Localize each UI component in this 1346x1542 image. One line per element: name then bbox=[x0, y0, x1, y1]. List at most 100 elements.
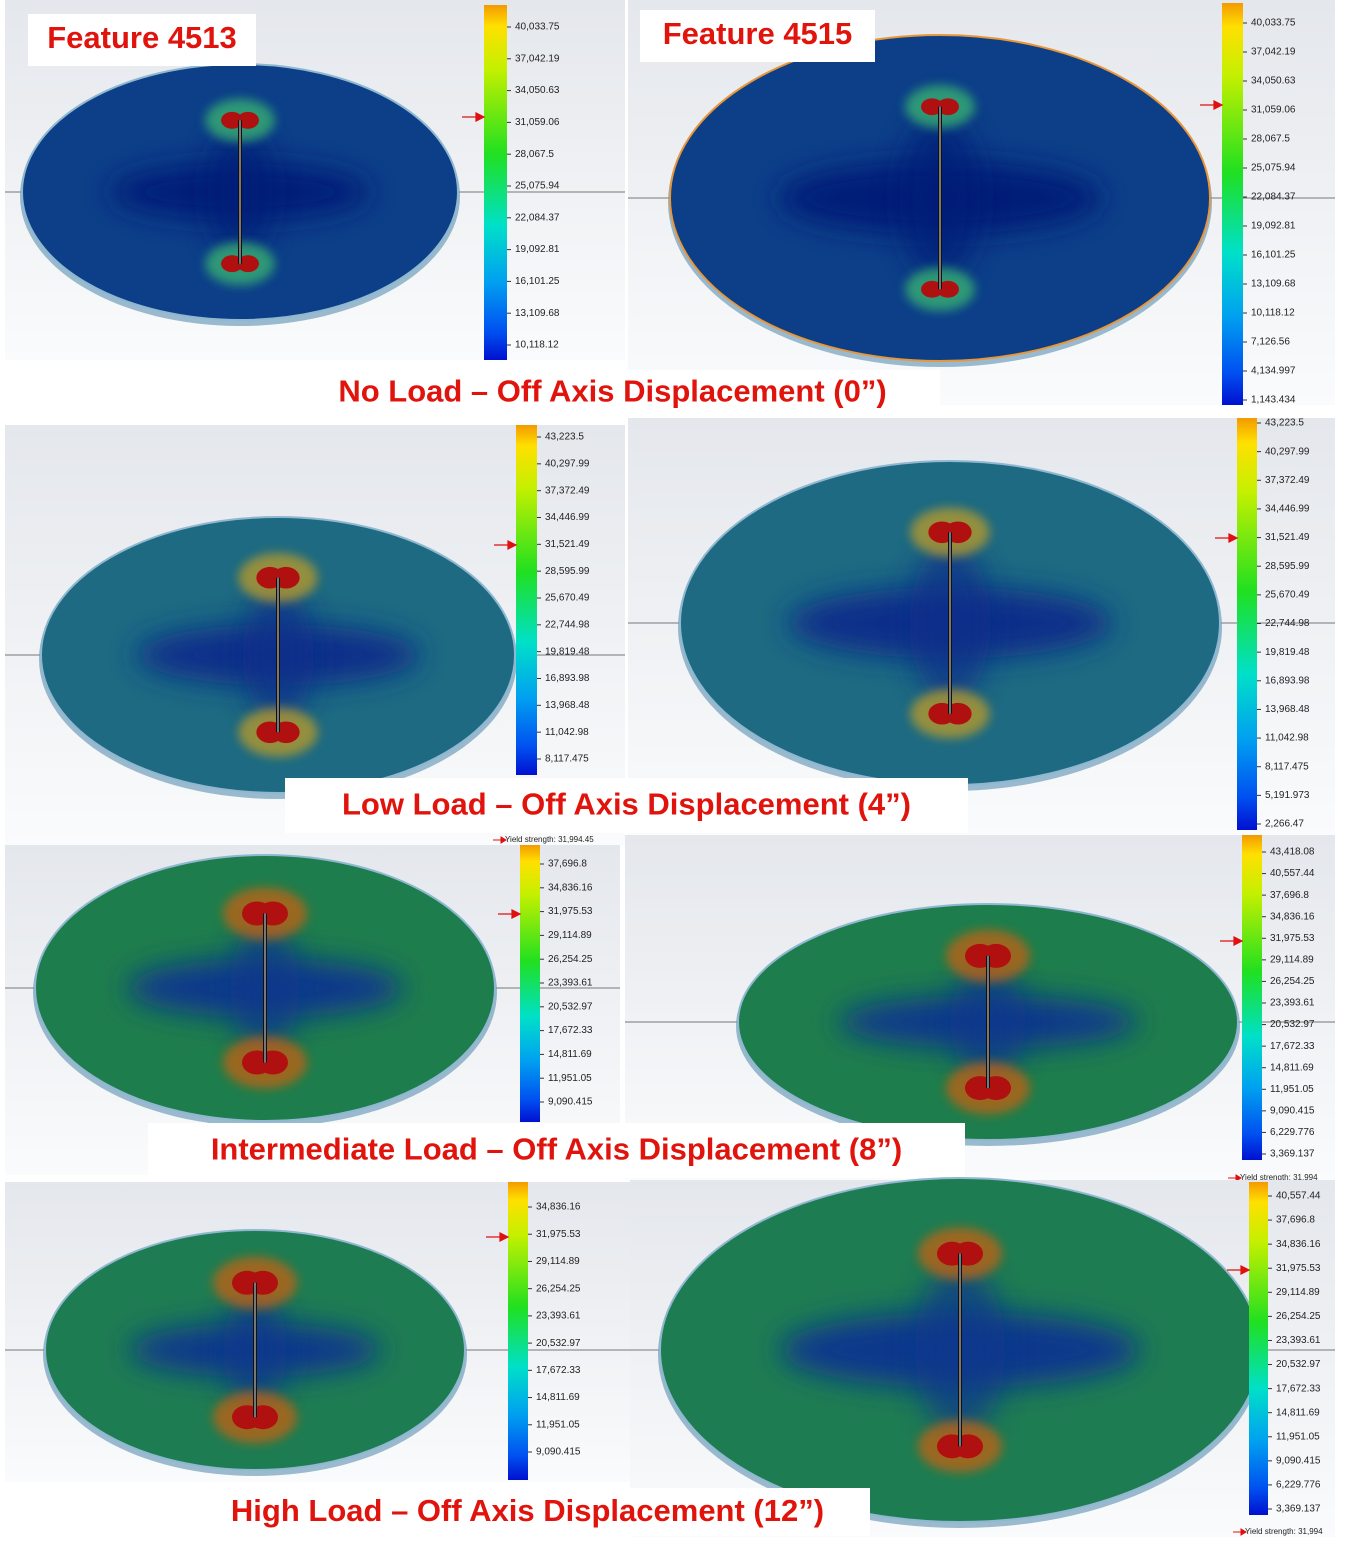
color-bar-label: 31,975.53 bbox=[548, 906, 593, 917]
color-bar-label: 16,101.25 bbox=[515, 276, 560, 287]
stress-hotspot bbox=[981, 944, 1011, 968]
figure: 40,033.7537,042.1934,050.6331,059.0628,0… bbox=[0, 0, 1346, 1537]
stress-hotspot bbox=[953, 1242, 983, 1266]
color-bar-label: 40,557.44 bbox=[1270, 868, 1315, 879]
plate bbox=[670, 35, 1210, 361]
color-bar-label: 11,951.05 bbox=[548, 1073, 592, 1084]
color-bar-label: 29,114.89 bbox=[548, 930, 592, 941]
color-bar-label: 4,134.997 bbox=[1251, 366, 1296, 377]
color-bar-label: 19,819.48 bbox=[545, 646, 590, 657]
color-bar-label: 40,557.44 bbox=[1276, 1191, 1321, 1202]
color-bar-label: 22,744.98 bbox=[545, 619, 590, 630]
result-panel: 34,836.1631,975.5329,114.8926,254.2523,3… bbox=[5, 1182, 630, 1482]
color-bar-label: 17,672.33 bbox=[1276, 1383, 1321, 1394]
stress-hotspot bbox=[953, 1434, 983, 1458]
color-bar-label: 43,223.5 bbox=[1265, 418, 1304, 429]
color-bar-label: 8,117.475 bbox=[1265, 761, 1309, 772]
feature-label: Feature 4513 bbox=[47, 20, 237, 55]
color-bar-label: 1,143.434 bbox=[1251, 395, 1296, 406]
color-bar-label: 25,075.94 bbox=[515, 181, 560, 192]
color-bar-label: 10,118.12 bbox=[1251, 308, 1295, 319]
color-bar-label: 31,521.49 bbox=[1265, 532, 1310, 543]
color-bar bbox=[508, 1182, 528, 1480]
color-bar-label: 14,811.69 bbox=[1276, 1407, 1320, 1418]
color-bar-label: 2,266.47 bbox=[1265, 819, 1304, 830]
result-panel: 40,033.7537,042.1934,050.6331,059.0628,0… bbox=[5, 0, 625, 360]
color-bar bbox=[1242, 835, 1262, 1160]
color-bar-label: 8,117.475 bbox=[545, 754, 589, 765]
color-bar-label: 34,836.16 bbox=[548, 882, 593, 893]
color-bar-label: 14,811.69 bbox=[1270, 1062, 1314, 1073]
color-bar-label: 16,893.98 bbox=[545, 673, 590, 684]
color-bar-label: 31,975.53 bbox=[1270, 933, 1315, 944]
color-bar-label: 25,075.94 bbox=[1251, 163, 1296, 174]
color-bar-label: 34,446.99 bbox=[545, 512, 590, 523]
color-bar-label: 23,393.61 bbox=[548, 978, 593, 989]
color-bar-label: 6,229.776 bbox=[1276, 1480, 1321, 1491]
color-bar-label: 6,229.776 bbox=[1270, 1127, 1315, 1138]
color-bar-label: 3,369.137 bbox=[1276, 1504, 1321, 1515]
yield-strength: Yield strength: 31,994.45 bbox=[505, 835, 594, 844]
row-caption: Low Load – Off Axis Displacement (4”) bbox=[342, 787, 911, 822]
color-bar-label: 16,893.98 bbox=[1265, 675, 1310, 686]
color-bar-label: 34,836.16 bbox=[1270, 911, 1315, 922]
color-bar-label: 26,254.25 bbox=[1276, 1311, 1321, 1322]
color-bar-label: 19,092.81 bbox=[1251, 221, 1296, 232]
color-bar-label: 34,446.99 bbox=[1265, 504, 1310, 515]
color-bar-label: 34,836.16 bbox=[1276, 1239, 1321, 1250]
color-bar-label: 20,532.97 bbox=[548, 1001, 593, 1012]
color-bar-label: 23,393.61 bbox=[1276, 1335, 1321, 1346]
color-bar-label: 43,223.5 bbox=[545, 432, 584, 443]
color-bar-label: 25,670.49 bbox=[1265, 589, 1310, 600]
color-bar-label: 11,951.05 bbox=[1270, 1084, 1314, 1095]
color-bar bbox=[516, 425, 537, 775]
color-bar-label: 11,951.05 bbox=[536, 1419, 580, 1430]
color-bar-label: 31,521.49 bbox=[545, 539, 590, 550]
plate bbox=[738, 904, 1238, 1140]
plate bbox=[41, 517, 515, 793]
color-bar-label: 26,254.25 bbox=[548, 954, 593, 965]
color-bar-label: 9,090.415 bbox=[1276, 1455, 1321, 1466]
color-bar-label: 34,050.63 bbox=[1251, 76, 1296, 87]
yield-strength: Yield strength: 31,994 bbox=[1245, 1527, 1323, 1536]
color-bar-label: 11,042.98 bbox=[1265, 733, 1309, 744]
color-bar-label: 9,090.415 bbox=[1270, 1105, 1315, 1116]
stress-hotspot bbox=[258, 1050, 288, 1074]
color-bar-label: 17,672.33 bbox=[536, 1365, 581, 1376]
color-bar-label: 26,254.25 bbox=[536, 1283, 581, 1294]
plate bbox=[35, 855, 495, 1121]
plate bbox=[22, 64, 458, 320]
color-bar-label: 13,109.68 bbox=[515, 308, 560, 319]
color-bar-label: 43,418.08 bbox=[1270, 847, 1315, 858]
color-bar-label: 29,114.89 bbox=[536, 1256, 580, 1267]
result-panel: 40,033.7537,042.1934,050.6331,059.0628,0… bbox=[628, 0, 1335, 406]
color-bar-label: 13,109.68 bbox=[1251, 279, 1296, 290]
color-bar-label: 11,951.05 bbox=[1276, 1431, 1320, 1442]
color-bar-label: 9,090.415 bbox=[548, 1097, 593, 1108]
color-bar-label: 31,975.53 bbox=[536, 1229, 581, 1240]
color-bar-label: 29,114.89 bbox=[1276, 1287, 1320, 1298]
color-bar-label: 17,672.33 bbox=[548, 1025, 593, 1036]
feature-label: Feature 4515 bbox=[663, 16, 853, 51]
color-bar bbox=[484, 5, 507, 360]
color-bar-label: 37,696.8 bbox=[1270, 890, 1309, 901]
color-bar-label: 19,819.48 bbox=[1265, 647, 1310, 658]
color-bar-label: 37,696.8 bbox=[1276, 1215, 1315, 1226]
color-bar-label: 28,067.5 bbox=[515, 149, 554, 160]
color-bar-label: 40,033.75 bbox=[515, 22, 560, 33]
color-bar-label: 31,059.06 bbox=[1251, 105, 1296, 116]
color-bar-label: 40,297.99 bbox=[1265, 446, 1310, 457]
color-bar-label: 14,811.69 bbox=[548, 1049, 592, 1060]
color-bar bbox=[1249, 1182, 1268, 1515]
color-bar-label: 20,532.97 bbox=[536, 1338, 581, 1349]
color-bar-label: 20,532.97 bbox=[1276, 1359, 1321, 1370]
color-bar-label: 7,126.56 bbox=[1251, 337, 1290, 348]
color-bar-label: 17,672.33 bbox=[1270, 1041, 1315, 1052]
color-bar-label: 37,696.8 bbox=[548, 859, 587, 870]
color-bar-label: 28,067.5 bbox=[1251, 134, 1290, 145]
color-bar-label: 11,042.98 bbox=[545, 727, 589, 738]
color-bar-label: 40,297.99 bbox=[545, 458, 590, 469]
color-bar-label: 40,033.75 bbox=[1251, 18, 1296, 29]
color-bar-label: 5,191.973 bbox=[1265, 790, 1310, 801]
color-bar-label: 23,393.61 bbox=[536, 1311, 581, 1322]
